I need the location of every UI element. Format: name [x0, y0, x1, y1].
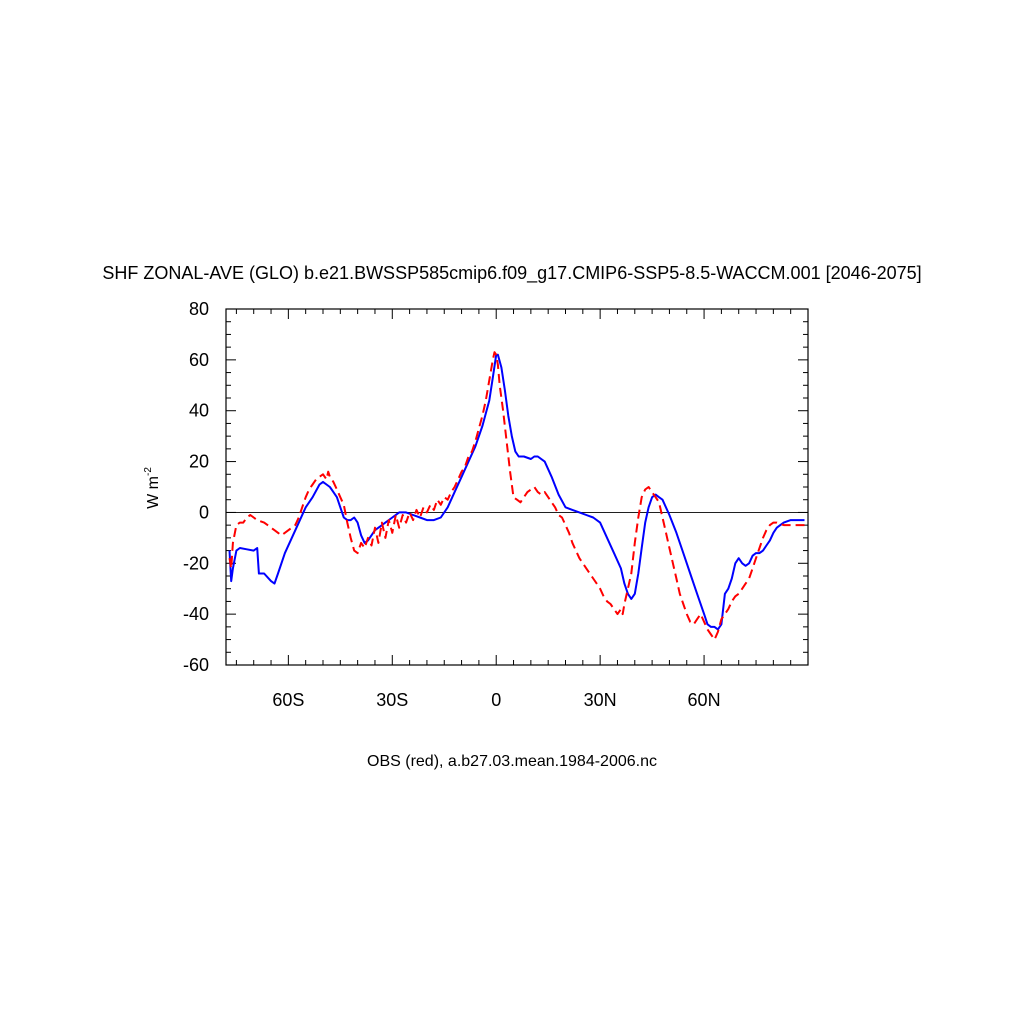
model-series-line — [228, 353, 805, 631]
y-tick-label: -40 — [183, 604, 209, 624]
series-layer — [228, 351, 805, 641]
x-tick-label: 60N — [688, 690, 721, 710]
chart-title: SHF ZONAL-AVE (GLO) b.e21.BWSSP585cmip6.… — [102, 263, 921, 284]
x-tick-label: 0 — [491, 690, 501, 710]
x-tick-label: 30S — [376, 690, 408, 710]
y-axis-label-superscript: -2 — [143, 467, 154, 476]
y-tick-label: 0 — [199, 502, 209, 522]
y-tick-label: -20 — [183, 553, 209, 573]
obs-series-line — [228, 351, 805, 641]
y-tick-label: 80 — [189, 299, 209, 319]
axes: -60 -40 -20 0 20 40 60 80 60S 30S 0 30N 60N — [183, 299, 809, 710]
chart-caption: OBS (red), a.b27.03.mean.1984-2006.nc — [367, 753, 657, 770]
y-axis-label: W m-2 — [143, 467, 162, 509]
y-tick-label: 60 — [189, 350, 209, 370]
y-tick-label: -60 — [183, 655, 209, 675]
x-tick-label: 60S — [272, 690, 304, 710]
plot-frame — [225, 308, 809, 666]
y-tick-label: 40 — [189, 401, 209, 421]
y-axis-label-text: W m — [145, 476, 162, 509]
y-tick-label: 20 — [189, 452, 209, 472]
x-tick-label: 30N — [584, 690, 617, 710]
